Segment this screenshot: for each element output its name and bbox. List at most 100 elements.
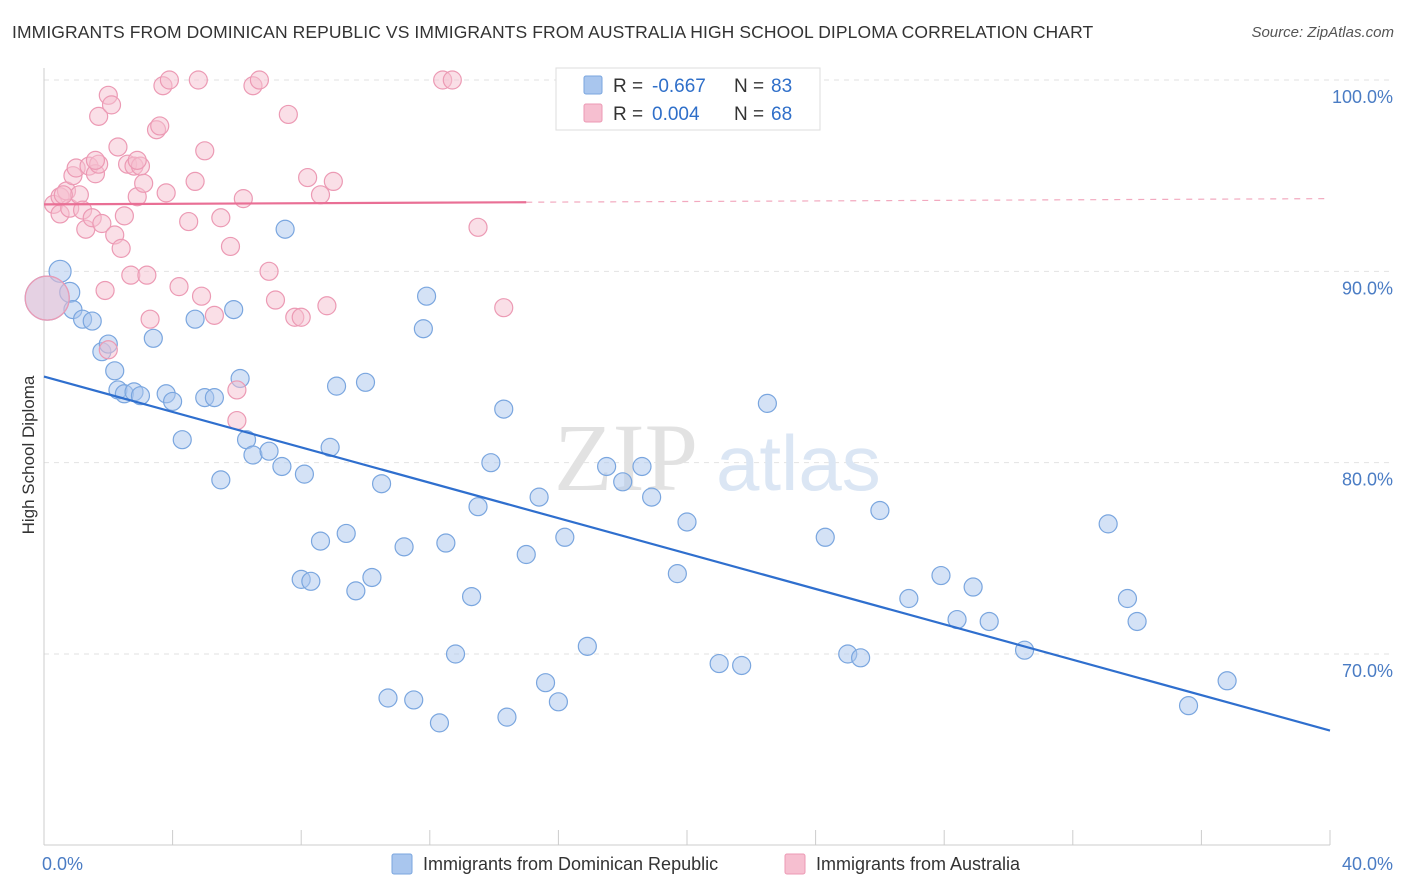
pink-data-point	[150, 116, 170, 136]
blue-data-point	[632, 456, 652, 477]
legend-swatch-blue	[583, 75, 603, 95]
pink-data-point	[140, 309, 160, 329]
blue-data-point	[535, 673, 556, 693]
blue-data-point	[642, 487, 662, 507]
blue-data-point	[204, 388, 224, 408]
blue-data-point	[516, 544, 536, 565]
pink-data-point	[98, 340, 118, 360]
blue-data-point	[413, 319, 433, 339]
pink-trend-line	[43, 201, 527, 206]
blue-data-point	[667, 564, 687, 584]
blue-data-point	[497, 707, 517, 727]
pink-data-point	[24, 275, 70, 321]
legend-r-value-2: 0.004	[652, 104, 700, 125]
blue-data-point	[416, 286, 437, 306]
legend-n-value-1: 83	[771, 76, 792, 97]
blue-data-point	[963, 577, 983, 597]
pink-data-point	[494, 298, 514, 318]
pink-data-point	[233, 189, 253, 209]
blue-data-point	[555, 527, 575, 547]
pink-data-point	[108, 137, 128, 157]
blue-data-point	[371, 474, 392, 494]
blue-data-point	[294, 464, 315, 484]
legend-r-value-1: -0.667	[652, 76, 706, 97]
pink-data-point	[95, 280, 115, 301]
pink-data-point	[188, 70, 208, 90]
blue-data-point	[851, 648, 871, 668]
blue-data-point	[336, 523, 356, 544]
pink-data-point	[179, 211, 199, 232]
y-tick-label: 70.0%	[1342, 661, 1393, 681]
blue-data-point	[172, 430, 192, 450]
pink-data-point	[156, 183, 176, 203]
bottom-legend-swatch-blue	[391, 853, 413, 875]
watermark-zip: ZIP	[554, 404, 698, 511]
blue-data-point	[757, 393, 777, 413]
blue-trend-line	[43, 375, 1331, 732]
blue-data-point	[1117, 588, 1138, 609]
y-axis-title: High School Diploma	[19, 375, 38, 534]
x-tick-label: 0.0%	[42, 854, 83, 874]
pink-data-point	[265, 290, 286, 310]
blue-data-point	[709, 653, 729, 674]
chart-title: IMMIGRANTS FROM DOMINICAN REPUBLIC VS IM…	[12, 22, 1094, 42]
blue-data-point	[105, 361, 125, 381]
blue-data-point	[468, 497, 488, 517]
blue-data-point	[1098, 514, 1118, 534]
blue-data-point	[597, 456, 617, 477]
blue-data-point	[870, 500, 890, 521]
blue-data-point	[272, 456, 292, 477]
blue-data-point	[613, 472, 633, 492]
pink-data-point	[310, 185, 331, 205]
pink-data-point	[85, 150, 106, 170]
blue-data-point	[394, 537, 414, 557]
blue-data-point	[275, 219, 295, 239]
blue-data-point	[1178, 696, 1199, 716]
y-tick-label: 90.0%	[1342, 278, 1393, 298]
blue-data-point	[899, 588, 919, 609]
blue-data-point	[346, 581, 366, 601]
legend-r-label-2: R =	[613, 104, 643, 125]
blue-data-point	[732, 655, 752, 676]
bottom-legend-label-pink: Immigrants from Australia	[816, 854, 1021, 874]
pink-data-point	[137, 265, 157, 285]
source-label: Source: ZipAtlas.com	[1251, 24, 1394, 41]
y-tick-label: 80.0%	[1342, 470, 1393, 490]
blue-data-point	[130, 386, 151, 406]
blue-data-point	[185, 309, 205, 329]
blue-data-point	[404, 690, 424, 710]
bottom-legend-label-blue: Immigrants from Dominican Republic	[423, 854, 718, 874]
blue-data-point	[677, 512, 697, 532]
pink-data-point	[317, 296, 337, 316]
blue-data-point	[143, 328, 163, 348]
blue-data-point	[979, 611, 999, 632]
pink-data-point	[121, 265, 141, 285]
blue-data-point	[1217, 671, 1237, 691]
pink-data-point	[114, 206, 134, 226]
legend-n-label-2: N =	[734, 104, 764, 125]
pink-data-point	[111, 238, 131, 258]
blue-data-point	[429, 713, 450, 733]
pink-data-point	[92, 213, 112, 234]
blue-data-point	[82, 311, 102, 331]
pink-data-point	[159, 70, 179, 90]
blue-data-point	[326, 376, 347, 396]
axes: 100.0% 90.0% 80.0% 70.0% 0.0% 40.0%	[42, 68, 1393, 874]
pink-data-point	[191, 286, 212, 306]
blue-data-point	[548, 692, 569, 712]
blue-data-point	[211, 470, 231, 490]
pink-data-point	[185, 171, 205, 192]
blue-data-point	[163, 391, 183, 412]
blue-data-point	[577, 636, 597, 656]
pink-data-point	[89, 106, 109, 126]
blue-data-point	[931, 565, 951, 586]
watermark: ZIP atlas	[554, 404, 881, 511]
grid-lines	[44, 79, 1390, 655]
pink-data-point	[468, 217, 488, 237]
blue-data-point	[259, 441, 279, 461]
legend-r-label-1: R =	[613, 76, 643, 97]
pink-data-point	[442, 70, 462, 90]
blue-data-point	[529, 487, 549, 507]
pink-trend-line-dashed	[526, 198, 1331, 203]
blue-data-point	[1127, 611, 1147, 632]
